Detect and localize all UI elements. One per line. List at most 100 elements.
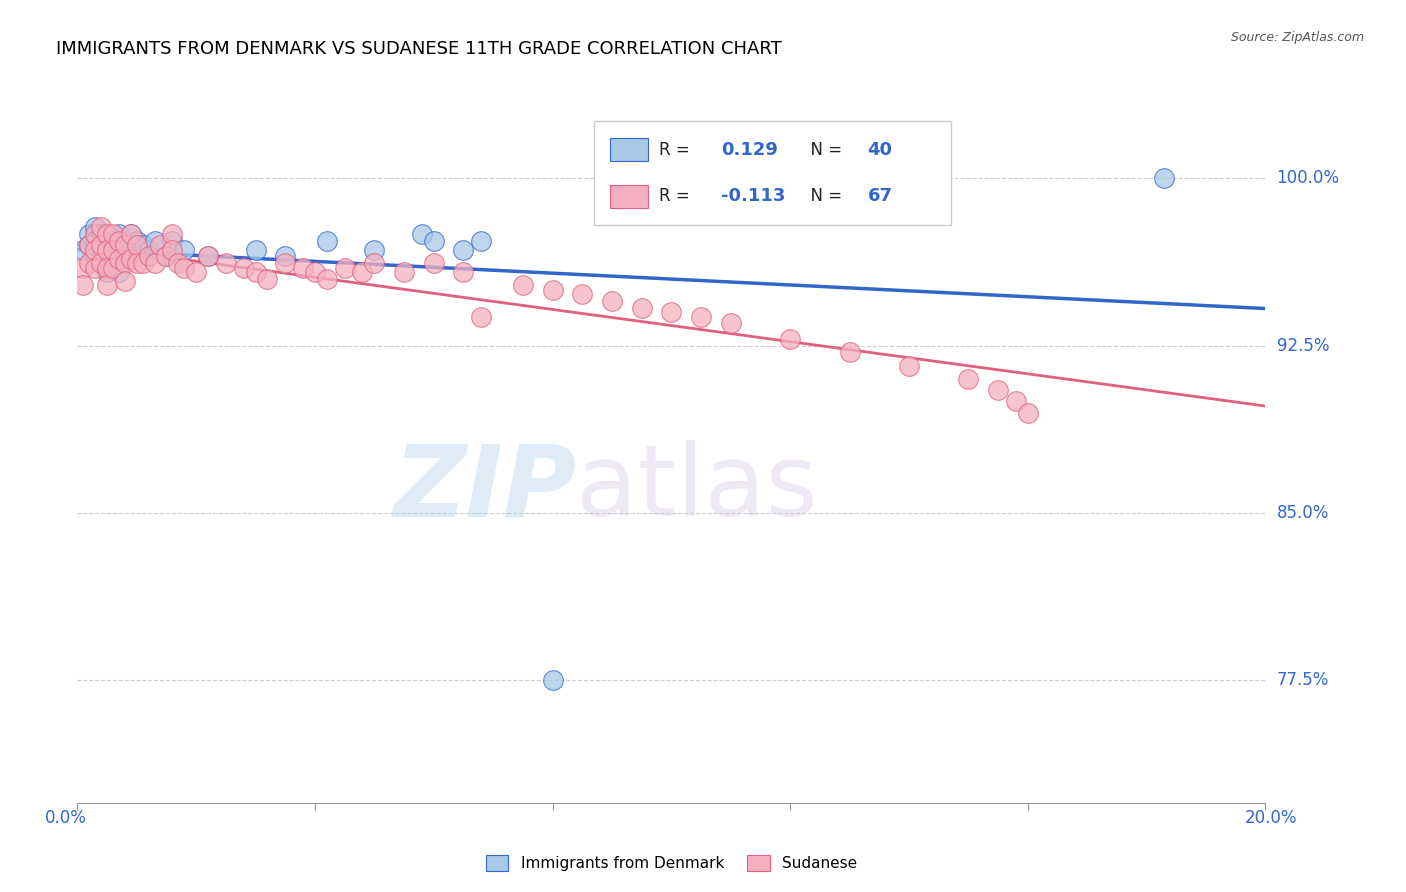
Point bbox=[512, 278, 534, 293]
Point bbox=[274, 256, 297, 270]
Point bbox=[245, 265, 267, 279]
Point bbox=[720, 316, 742, 330]
Point bbox=[274, 250, 297, 264]
Point bbox=[690, 310, 713, 324]
Point bbox=[120, 252, 142, 266]
Point bbox=[108, 238, 131, 252]
Point bbox=[96, 278, 118, 293]
Text: R =: R = bbox=[659, 141, 696, 159]
Point bbox=[84, 243, 107, 257]
Text: 77.5%: 77.5% bbox=[1277, 671, 1329, 690]
Point bbox=[125, 238, 148, 252]
Point bbox=[173, 260, 195, 275]
Point bbox=[422, 234, 444, 248]
Point bbox=[600, 294, 623, 309]
Point bbox=[96, 250, 118, 264]
Point bbox=[256, 271, 278, 285]
Point bbox=[363, 256, 385, 270]
Text: ZIP: ZIP bbox=[394, 441, 576, 537]
Point bbox=[392, 265, 415, 279]
Text: 40: 40 bbox=[868, 141, 893, 159]
Text: 0.0%: 0.0% bbox=[45, 810, 86, 828]
Point bbox=[173, 243, 195, 257]
Text: 100.0%: 100.0% bbox=[1277, 169, 1340, 187]
Point bbox=[470, 310, 492, 324]
FancyBboxPatch shape bbox=[610, 185, 648, 208]
Point bbox=[84, 260, 107, 275]
Point bbox=[315, 234, 337, 248]
Point bbox=[108, 234, 131, 248]
Text: N =: N = bbox=[800, 141, 846, 159]
FancyBboxPatch shape bbox=[610, 138, 648, 161]
Point bbox=[131, 238, 153, 252]
Point bbox=[72, 278, 94, 293]
Text: Source: ZipAtlas.com: Source: ZipAtlas.com bbox=[1230, 31, 1364, 45]
Point bbox=[90, 238, 112, 252]
Point bbox=[108, 265, 131, 279]
Point bbox=[838, 345, 860, 359]
Point bbox=[114, 234, 136, 248]
Point bbox=[422, 256, 444, 270]
Point bbox=[779, 332, 801, 346]
Point bbox=[292, 260, 315, 275]
Text: atlas: atlas bbox=[576, 441, 818, 537]
Point bbox=[453, 243, 475, 257]
Point bbox=[149, 238, 172, 252]
Point bbox=[72, 243, 94, 257]
Point bbox=[352, 265, 374, 279]
Point bbox=[138, 250, 160, 264]
Point bbox=[661, 305, 683, 319]
Legend: Immigrants from Denmark, Sudanese: Immigrants from Denmark, Sudanese bbox=[479, 849, 863, 877]
Point bbox=[84, 220, 107, 235]
Point bbox=[101, 227, 124, 242]
Point bbox=[333, 260, 356, 275]
Point bbox=[898, 359, 921, 373]
Point bbox=[162, 227, 184, 242]
Point bbox=[77, 238, 100, 252]
Point bbox=[245, 243, 267, 257]
Text: 85.0%: 85.0% bbox=[1277, 504, 1329, 522]
Point bbox=[143, 234, 166, 248]
Point bbox=[453, 265, 475, 279]
Point bbox=[72, 260, 94, 275]
Point bbox=[114, 256, 136, 270]
Point bbox=[215, 256, 238, 270]
Point bbox=[96, 243, 118, 257]
Point bbox=[101, 250, 124, 264]
FancyBboxPatch shape bbox=[595, 121, 950, 225]
Point bbox=[470, 234, 492, 248]
Point bbox=[304, 265, 326, 279]
Point bbox=[77, 238, 100, 252]
Point bbox=[120, 227, 142, 242]
Point bbox=[315, 271, 337, 285]
Point bbox=[84, 250, 107, 264]
Point bbox=[96, 265, 118, 279]
Point bbox=[96, 227, 118, 242]
Point bbox=[101, 234, 124, 248]
Point bbox=[411, 227, 433, 242]
Point bbox=[114, 238, 136, 252]
Point bbox=[541, 283, 564, 297]
Point bbox=[1005, 394, 1028, 409]
Point bbox=[197, 250, 219, 264]
Point bbox=[120, 227, 142, 242]
Point bbox=[186, 265, 208, 279]
Point bbox=[108, 252, 131, 266]
Text: 20.0%: 20.0% bbox=[1246, 810, 1298, 828]
Point bbox=[77, 256, 100, 270]
Point bbox=[114, 250, 136, 264]
Point bbox=[155, 250, 177, 264]
Text: N =: N = bbox=[800, 187, 846, 205]
Text: 67: 67 bbox=[868, 187, 893, 205]
Point bbox=[90, 220, 112, 235]
Text: IMMIGRANTS FROM DENMARK VS SUDANESE 11TH GRADE CORRELATION CHART: IMMIGRANTS FROM DENMARK VS SUDANESE 11TH… bbox=[56, 40, 782, 58]
Point bbox=[155, 250, 177, 264]
Point bbox=[120, 243, 142, 257]
Point bbox=[77, 227, 100, 242]
Point bbox=[232, 260, 254, 275]
Point bbox=[125, 234, 148, 248]
Text: R =: R = bbox=[659, 187, 696, 205]
Point bbox=[125, 256, 148, 270]
Point bbox=[143, 256, 166, 270]
Point bbox=[197, 250, 219, 264]
